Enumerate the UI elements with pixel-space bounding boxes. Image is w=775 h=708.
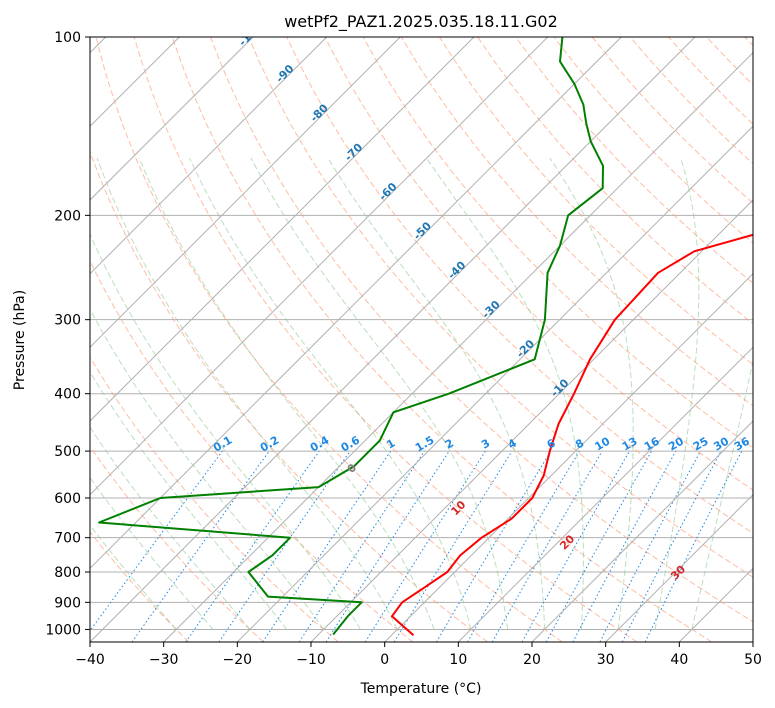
chart-title: wetPf2_PAZ1.2025.035.18.11.G02 — [284, 12, 558, 32]
isotherm-line — [531, 420, 753, 642]
moist-adiabat-line — [90, 476, 214, 630]
mixing-ratio-line — [572, 450, 677, 642]
mixing-ratio-line — [545, 450, 653, 642]
plot-area: 0.10.20.40.611.52346810131620253036-100-… — [90, 20, 753, 642]
isotherm-line — [90, 37, 549, 496]
y-tick-label: 100 — [54, 30, 81, 46]
x-tick-label: 20 — [523, 652, 541, 668]
isotherm-line — [163, 51, 753, 642]
x-tick-label: −30 — [149, 652, 179, 668]
x-tick-label: −40 — [75, 652, 105, 668]
mixing-ratio-line — [298, 450, 425, 642]
dry-adiabat-line — [90, 531, 190, 642]
dry-adiabat-line — [90, 445, 264, 642]
moist-adiabat-line — [90, 232, 361, 630]
moist-adiabat-line — [549, 157, 634, 630]
dry-adiabat-line — [171, 37, 712, 642]
moist-adiabat-line — [96, 157, 398, 630]
dry-adiabat-line — [515, 37, 753, 284]
isotherm-line — [90, 37, 401, 349]
isotherm-line — [90, 37, 475, 422]
temperature-profile — [391, 233, 753, 637]
isotherm-line — [90, 37, 622, 570]
dry-adiabat-line — [90, 356, 339, 642]
mixing-ratio-line — [131, 450, 270, 642]
isotherm-line — [310, 199, 753, 642]
dry-adiabat-line — [400, 37, 753, 407]
moist-adiabat-line — [90, 370, 288, 630]
x-tick-label: 10 — [449, 652, 467, 668]
x-tick-label: −10 — [296, 652, 326, 668]
y-tick-label: 600 — [54, 491, 81, 507]
y-tick-label: 300 — [54, 313, 81, 329]
moist-adiabat-line — [327, 157, 546, 630]
mixing-ratio-line — [393, 450, 513, 642]
isotherm-line — [457, 346, 753, 642]
isotherm-line — [90, 37, 328, 275]
y-tick-label: 1000 — [45, 622, 81, 638]
isotherm-line — [90, 37, 254, 201]
x-tick-label: 40 — [670, 652, 688, 668]
moist-adiabat-line — [654, 157, 700, 630]
x-tick-label: 30 — [597, 652, 615, 668]
mixing-ratio-line — [325, 450, 450, 642]
mixing-ratio-line — [90, 450, 223, 632]
y-tick-label: 400 — [54, 387, 81, 403]
plot-frame — [89, 36, 754, 643]
x-axis-ticks: −40 −30 −20 −10 0 10 20 30 40 50 — [75, 642, 762, 668]
profile-series — [98, 37, 753, 637]
x-tick-label: −20 — [223, 652, 253, 668]
mixing-ratio-line — [644, 450, 743, 642]
mixing-ratio-line — [521, 450, 630, 642]
dry-adiabat-line — [210, 37, 753, 623]
dry-adiabat-line — [248, 37, 753, 578]
dry-adiabat-line — [133, 37, 638, 642]
mixing-ratio-line — [218, 450, 351, 642]
isotherm-line — [384, 272, 753, 642]
moist-adiabat-line — [90, 308, 324, 630]
x-axis-label: Temperature (°C) — [360, 681, 482, 697]
x-tick-label: 50 — [744, 652, 762, 668]
y-tick-label: 800 — [54, 565, 81, 581]
mixing-ratio-lines — [90, 450, 743, 642]
y-tick-label: 500 — [54, 444, 81, 460]
y-axis-ticks: 100 200 300 400 500 600 700 800 900 1000 — [45, 30, 90, 638]
moist-adiabat-line — [138, 157, 435, 630]
isotherm-line — [90, 37, 696, 642]
mixing-ratio-line — [185, 450, 320, 642]
y-tick-label: 700 — [54, 531, 81, 547]
moist-adiabat-line — [250, 157, 509, 630]
moist-adiabat-line — [188, 157, 472, 630]
dry-adiabat-line — [95, 37, 563, 642]
pressure-gridlines — [90, 37, 753, 630]
dewpoint-profile — [98, 37, 604, 636]
isotherm-label: -100 — [236, 20, 265, 49]
x-tick-label: 0 — [380, 652, 389, 668]
mixing-ratio-line — [262, 450, 392, 642]
y-axis-label: Pressure (hPa) — [12, 290, 28, 390]
y-tick-label: 900 — [54, 595, 81, 611]
moist-adiabat-line — [90, 426, 251, 630]
isotherm-line — [605, 493, 753, 642]
moist-adiabat-line — [691, 358, 753, 630]
y-tick-label: 200 — [54, 208, 81, 224]
